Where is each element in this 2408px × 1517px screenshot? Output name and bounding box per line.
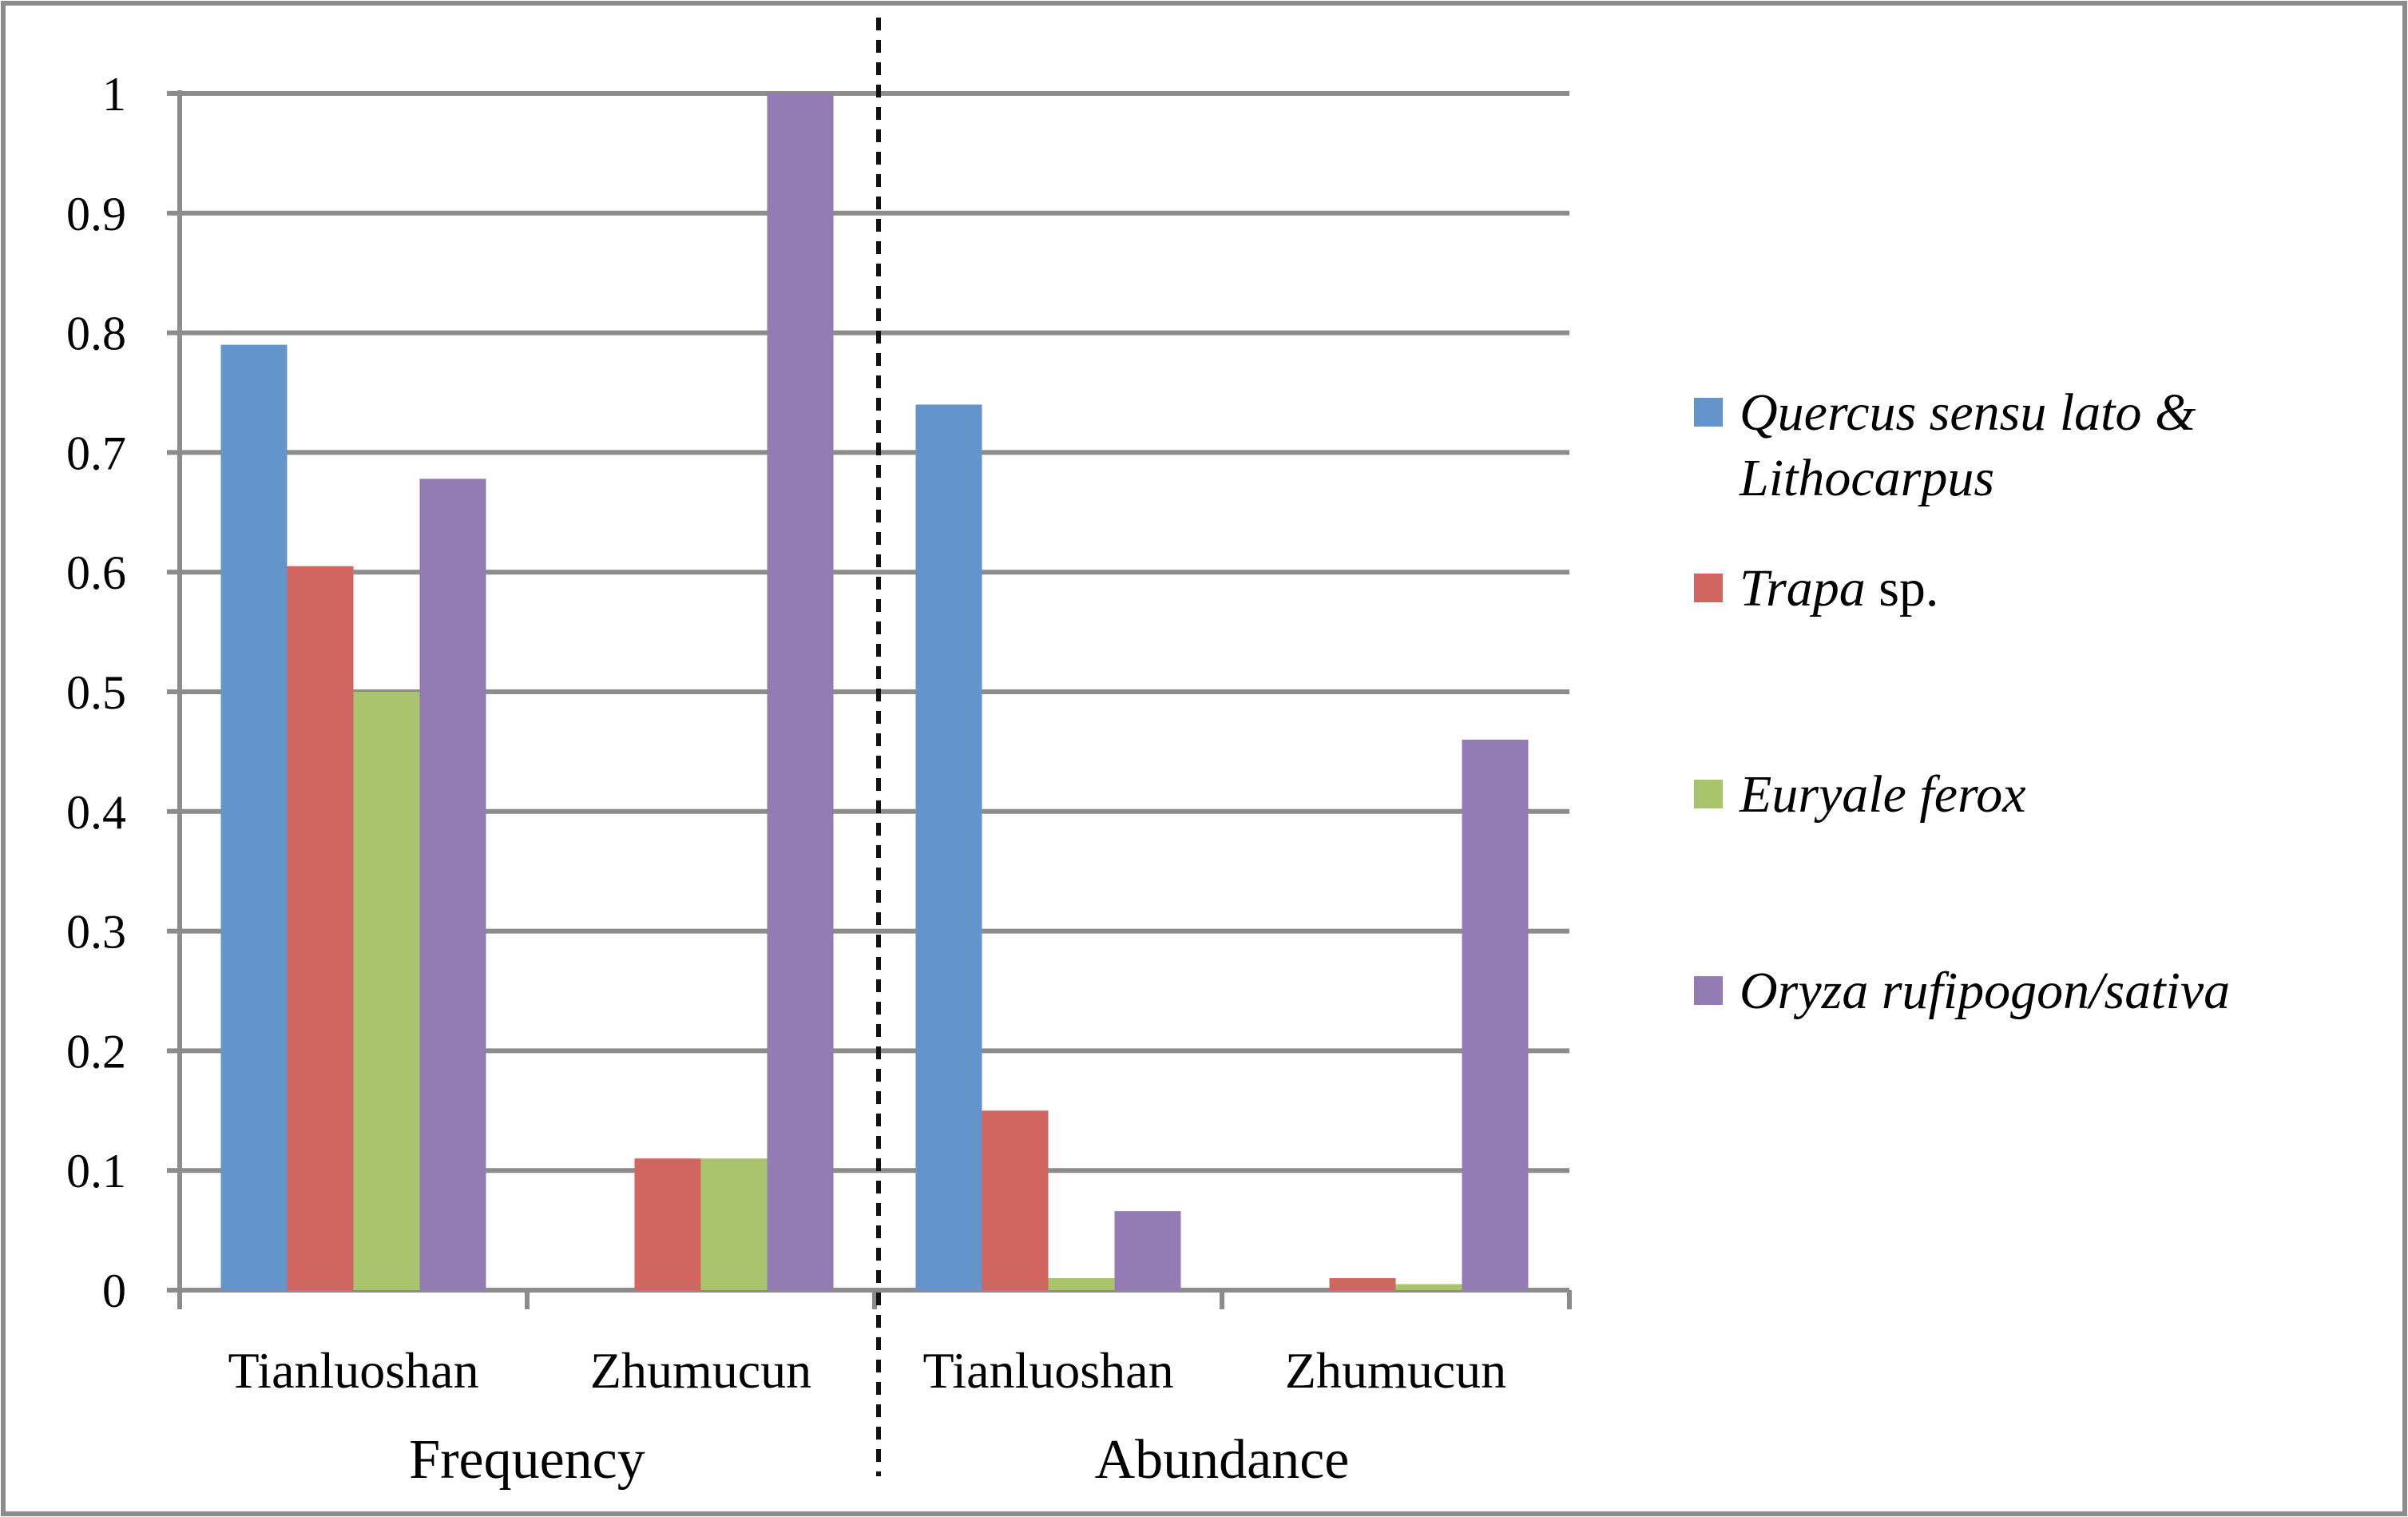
bar — [353, 692, 420, 1290]
legend-swatch — [1694, 574, 1723, 602]
bar — [1395, 1284, 1462, 1290]
legend-label: Lithocarpus — [1739, 449, 1994, 507]
y-tick-label: 0.6 — [66, 546, 126, 599]
x-group-label: Abundance — [1095, 1429, 1350, 1491]
legend-label-segment: Oryza rufipogon/sativa — [1740, 962, 2230, 1020]
y-tick-label: 0.4 — [66, 786, 126, 839]
y-tick-label: 0 — [102, 1265, 126, 1317]
legend-swatch — [1694, 976, 1723, 1005]
y-tick-label: 0.3 — [66, 906, 126, 959]
x-category-label: Zhumucun — [590, 1342, 811, 1399]
bar — [1329, 1278, 1396, 1290]
legend-label: Quercus sensu lato & — [1740, 383, 2196, 442]
legend-label: Euryale ferox — [1739, 765, 2026, 824]
x-group-label: Frequency — [409, 1429, 645, 1491]
x-category-label: Tianluoshan — [228, 1342, 478, 1399]
y-tick-label: 0.5 — [66, 666, 126, 719]
y-tick-label: 0.2 — [66, 1025, 126, 1078]
legend-label-segment: & — [2142, 383, 2197, 442]
bar — [1048, 1278, 1115, 1290]
x-category-label: Tianluoshan — [922, 1342, 1173, 1399]
y-tick-label: 0.9 — [66, 188, 126, 240]
legend-label: Oryza rufipogon/sativa — [1740, 962, 2230, 1020]
y-tick-label: 0.8 — [66, 308, 126, 360]
bar — [982, 1110, 1049, 1290]
bar — [1114, 1211, 1181, 1290]
bar — [287, 566, 354, 1290]
legend-label-segment: Trapa — [1740, 559, 1866, 618]
y-tick-label: 0.1 — [66, 1145, 126, 1197]
bar — [634, 1158, 701, 1290]
legend-swatch — [1694, 780, 1723, 808]
legend-label-segment: sp. — [1866, 559, 1939, 618]
y-tick-label: 0.7 — [66, 427, 126, 479]
x-category-label: Zhumucun — [1285, 1342, 1506, 1399]
legend-label-segment: Lithocarpus — [1739, 449, 1994, 507]
bar — [700, 1158, 768, 1290]
legend-label: Trapa sp. — [1740, 559, 1938, 618]
bar — [767, 93, 834, 1290]
legend-label-segment: Quercus sensu lato — [1740, 383, 2142, 442]
legend-swatch — [1694, 398, 1723, 427]
bar — [220, 344, 288, 1291]
bar — [1462, 739, 1529, 1290]
legend-label-segment: Euryale ferox — [1739, 765, 2026, 824]
bar — [915, 404, 982, 1291]
y-tick-label: 1 — [102, 68, 126, 121]
bar — [419, 479, 486, 1290]
